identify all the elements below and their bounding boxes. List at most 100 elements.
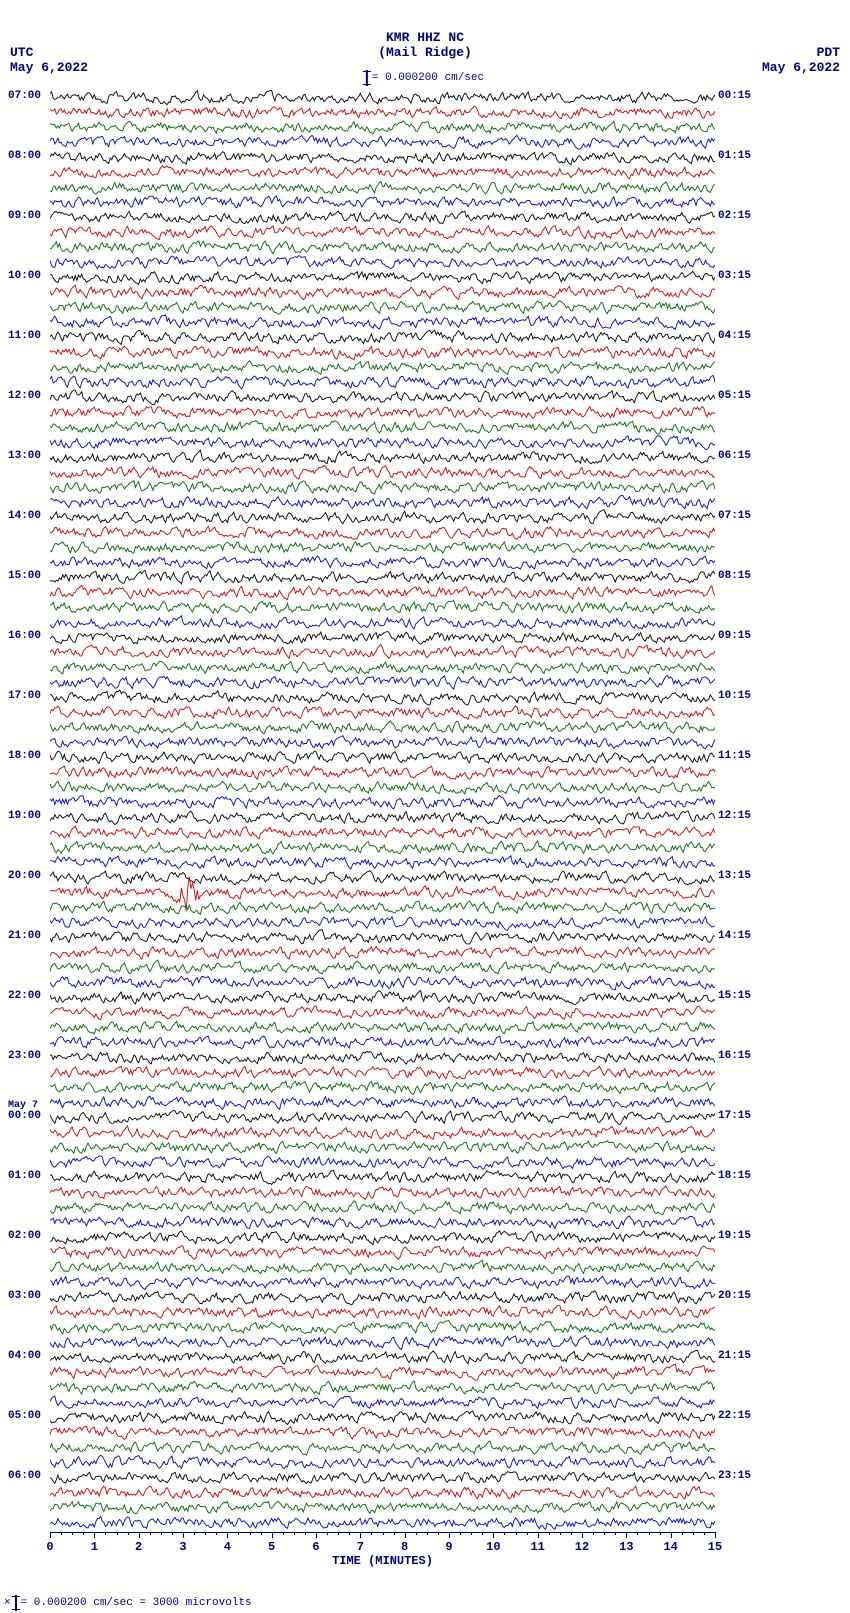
scale-top-text: = 0.000200 cm/sec bbox=[372, 72, 484, 84]
x-tick-major bbox=[449, 1532, 450, 1538]
utc-hour-label: 21:00 bbox=[8, 930, 41, 942]
pdt-hour-label: 23:15 bbox=[718, 1470, 751, 1482]
station-code: KMR HHZ NC bbox=[0, 30, 850, 45]
x-tick-minor bbox=[527, 1532, 528, 1535]
utc-hour-label: 05:00 bbox=[8, 1410, 41, 1422]
x-tick-label: 10 bbox=[486, 1540, 500, 1554]
pdt-hour-label: 01:15 bbox=[718, 150, 751, 162]
trace-row bbox=[50, 1216, 715, 1229]
pdt-hour-label: 17:15 bbox=[718, 1110, 751, 1122]
trace-row bbox=[50, 901, 715, 914]
trace-row bbox=[50, 1501, 715, 1514]
x-tick-minor bbox=[693, 1532, 694, 1535]
trace-row bbox=[50, 736, 715, 749]
trace-row bbox=[50, 1156, 715, 1170]
x-tick-label: 6 bbox=[312, 1540, 319, 1554]
pdt-hour-label: 04:15 bbox=[718, 330, 751, 342]
x-tick-minor bbox=[394, 1532, 395, 1535]
trace-row bbox=[50, 1096, 715, 1110]
trace-row bbox=[50, 286, 715, 300]
x-tick-label: 3 bbox=[179, 1540, 186, 1554]
utc-hour-label: 02:00 bbox=[8, 1230, 41, 1242]
pdt-hour-label: 10:15 bbox=[718, 690, 751, 702]
trace-row bbox=[50, 1426, 715, 1439]
utc-hour-label: 20:00 bbox=[8, 870, 41, 882]
x-tick-minor bbox=[504, 1532, 505, 1535]
x-tick-label: 1 bbox=[91, 1540, 98, 1554]
trace-row bbox=[50, 930, 715, 944]
x-tick-label: 15 bbox=[708, 1540, 722, 1554]
x-tick-minor bbox=[593, 1532, 594, 1535]
tz-left-date: May 6,2022 bbox=[10, 60, 88, 75]
trace-row bbox=[50, 616, 715, 629]
pdt-hour-label: 07:15 bbox=[718, 510, 751, 522]
tz-right-label: PDT bbox=[762, 45, 840, 60]
x-tick-minor bbox=[72, 1532, 73, 1535]
x-tick-major bbox=[671, 1532, 672, 1538]
trace-row bbox=[50, 510, 715, 524]
x-tick-minor bbox=[704, 1532, 705, 1535]
trace-row bbox=[50, 1472, 715, 1484]
trace-row bbox=[50, 781, 715, 794]
trace-row bbox=[50, 1006, 715, 1020]
trace-row bbox=[50, 1486, 715, 1499]
x-tick-minor bbox=[216, 1532, 217, 1535]
x-tick-minor bbox=[383, 1532, 384, 1535]
x-tick-major bbox=[493, 1532, 494, 1538]
trace-row bbox=[50, 1170, 715, 1184]
tz-left-label: UTC bbox=[10, 45, 88, 60]
trace-row bbox=[50, 406, 715, 419]
x-tick-minor bbox=[305, 1532, 306, 1535]
pdt-hour-label: 11:15 bbox=[718, 750, 751, 762]
trace-row bbox=[50, 721, 715, 734]
pdt-hour-label: 08:15 bbox=[718, 570, 751, 582]
trace-row bbox=[50, 301, 715, 315]
x-tick-label: 0 bbox=[46, 1540, 53, 1554]
trace-row bbox=[50, 796, 715, 809]
trace-row bbox=[50, 1305, 715, 1319]
trace-row bbox=[50, 226, 715, 240]
x-tick-major bbox=[405, 1532, 406, 1538]
pdt-hour-label: 06:15 bbox=[718, 450, 751, 462]
x-tick-minor bbox=[615, 1532, 616, 1535]
x-tick-minor bbox=[117, 1532, 118, 1535]
trace-row bbox=[50, 706, 715, 719]
x-tick-minor bbox=[516, 1532, 517, 1535]
trace-row bbox=[50, 315, 715, 329]
x-tick-label: 8 bbox=[401, 1540, 408, 1554]
trace-row bbox=[50, 841, 715, 854]
trace-row bbox=[50, 690, 715, 705]
trace-row bbox=[50, 436, 715, 450]
trace-row bbox=[50, 526, 715, 539]
scale-bar-icon-bottom bbox=[15, 1595, 17, 1611]
pdt-hour-label: 05:15 bbox=[718, 390, 751, 402]
x-tick-label: 7 bbox=[357, 1540, 364, 1554]
tz-right-date: May 6,2022 bbox=[762, 60, 840, 75]
utc-hour-label: 22:00 bbox=[8, 990, 41, 1002]
utc-hour-label: 06:00 bbox=[8, 1470, 41, 1482]
trace-row bbox=[50, 1051, 715, 1064]
trace-row bbox=[50, 1231, 715, 1245]
x-tick-major bbox=[227, 1532, 228, 1538]
trace-row bbox=[50, 676, 715, 690]
trace-row bbox=[50, 1516, 715, 1529]
trace-row bbox=[50, 1291, 715, 1305]
trace-row bbox=[50, 495, 715, 509]
trace-row bbox=[50, 1036, 715, 1049]
x-tick-major bbox=[582, 1532, 583, 1538]
seismogram-plot bbox=[50, 90, 715, 1530]
trace-row bbox=[50, 1364, 715, 1380]
trace-row bbox=[50, 166, 715, 179]
utc-hour-label: 15:00 bbox=[8, 570, 41, 582]
helicorder-container: KMR HHZ NC (Mail Ridge) UTC May 6,2022 P… bbox=[0, 0, 850, 1613]
trace-row bbox=[50, 1441, 715, 1455]
trace-row bbox=[50, 811, 715, 825]
x-tick-minor bbox=[261, 1532, 262, 1535]
trace-row bbox=[50, 1186, 715, 1199]
x-tick-minor bbox=[482, 1532, 483, 1535]
trace-row bbox=[50, 1110, 715, 1124]
x-tick-minor bbox=[560, 1532, 561, 1535]
trace-row bbox=[50, 90, 715, 104]
x-tick-minor bbox=[438, 1532, 439, 1535]
trace-row bbox=[50, 570, 715, 584]
